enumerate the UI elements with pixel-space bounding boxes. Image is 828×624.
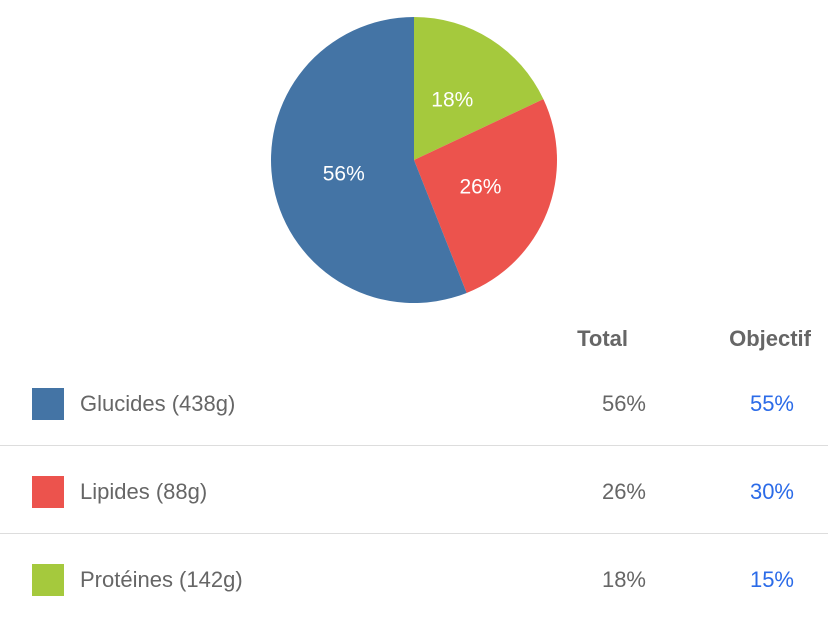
row-objectif[interactable]: 30% — [749, 479, 794, 504]
pie-label: 56% — [323, 162, 365, 185]
table-row-lipides: Lipides (88g) 26% 30% — [0, 448, 828, 536]
header-total: Total — [577, 326, 628, 351]
macro-pie-chart: 18% 26% 56% — [271, 17, 557, 303]
pie-slice-glucides — [271, 17, 467, 303]
divider — [0, 445, 828, 446]
color-swatch — [32, 564, 64, 596]
color-swatch — [32, 476, 64, 508]
row-total: 18% — [601, 567, 646, 592]
row-objectif[interactable]: 55% — [749, 391, 794, 416]
table-row-proteines: Protéines (142g) 18% 15% — [0, 536, 828, 624]
color-swatch — [32, 388, 64, 420]
pie-slice-lipides — [414, 99, 557, 293]
pie-slice-protines — [414, 17, 544, 160]
row-label: Glucides (438g) — [80, 391, 236, 416]
row-objectif[interactable]: 15% — [749, 567, 794, 592]
row-total: 56% — [601, 391, 646, 416]
header-objectif: Objectif — [729, 326, 811, 351]
row-label: Lipides (88g) — [80, 479, 208, 504]
pie-label: 18% — [431, 89, 473, 112]
pie-label: 26% — [459, 175, 501, 198]
table-row-glucides: Glucides (438g) 56% 55% — [0, 360, 828, 448]
row-total: 26% — [601, 479, 646, 504]
divider — [0, 533, 828, 534]
row-label: Protéines (142g) — [80, 567, 243, 592]
